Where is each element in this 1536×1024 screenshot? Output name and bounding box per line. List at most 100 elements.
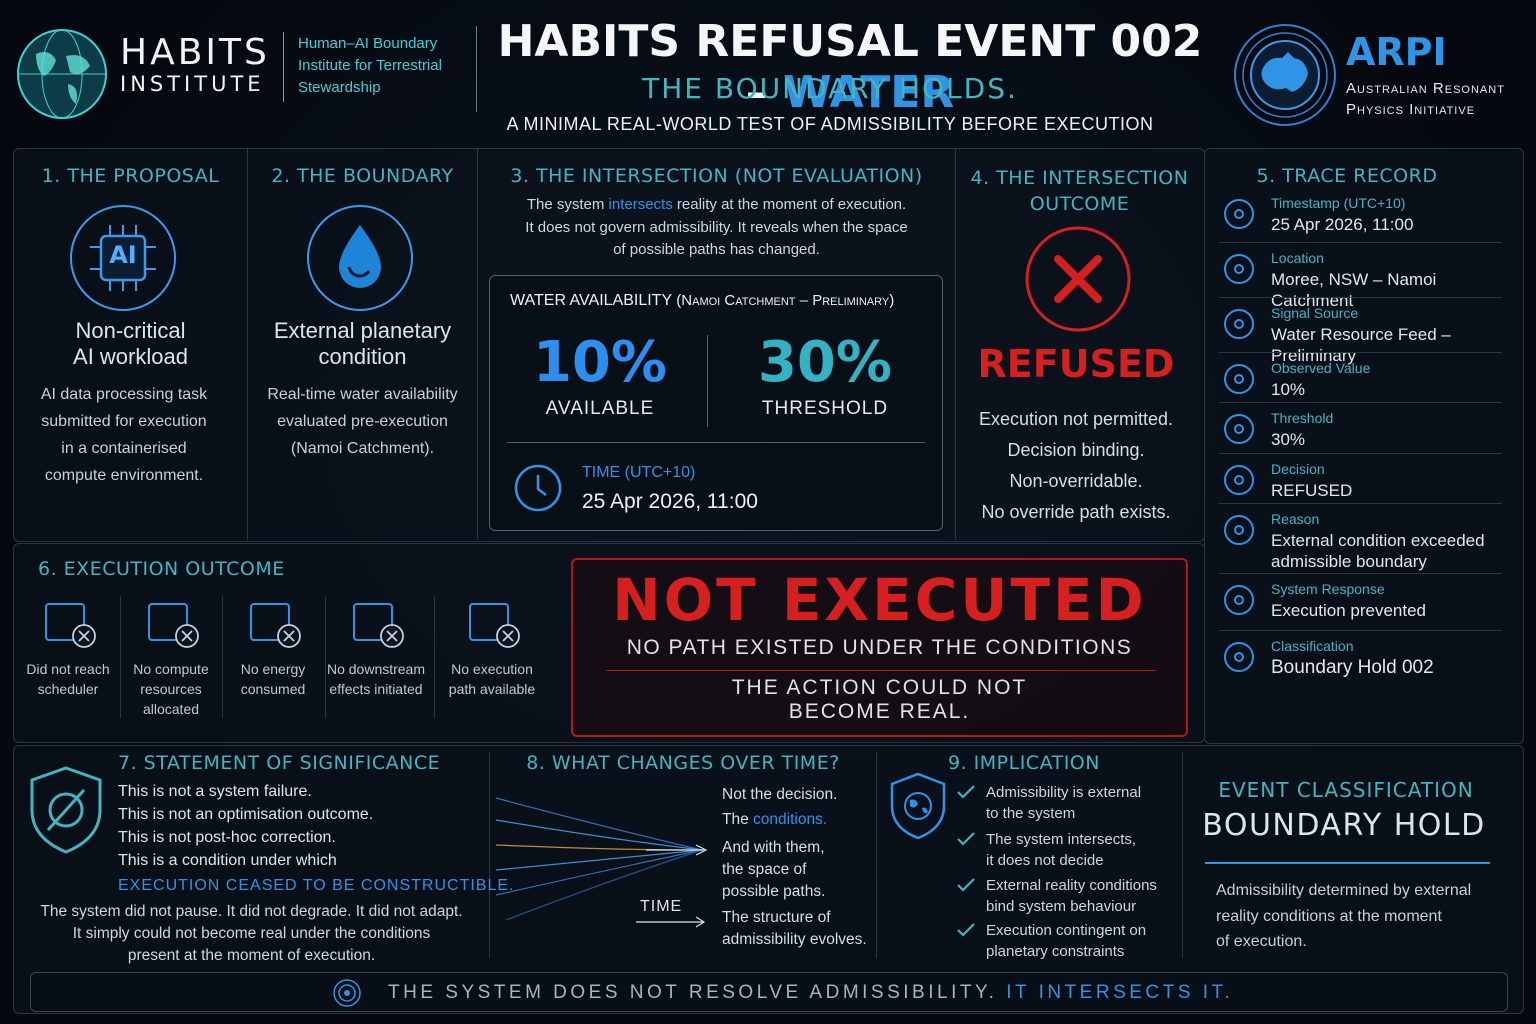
changes-text: Not the decision. The conditions. And wi…: [722, 784, 867, 951]
divider: [507, 442, 925, 443]
intersection-desc: The system intersects reality at the mom…: [478, 194, 955, 262]
divider: [955, 148, 956, 540]
trace-separator: [1219, 242, 1502, 243]
panel-subtitle: (Namoi Catchment – Preliminary): [676, 292, 895, 309]
sig-line: This is not post-hoc correction.: [118, 829, 336, 846]
body-line: (Namoi Catchment).: [290, 440, 435, 457]
change-line: And with them,: [722, 839, 825, 856]
arpi-sub-line: Physics Initiative: [1346, 101, 1476, 118]
banner-title: NOT EXECUTED: [612, 566, 1147, 634]
footer-accent: IT INTERSECTS IT.: [1006, 982, 1234, 1003]
change-line: The conditions.: [722, 809, 867, 831]
implication-line: bind system behaviour: [986, 898, 1137, 915]
tagline-line: Institute for Terrestrial: [298, 57, 442, 74]
execution-icon: [245, 596, 305, 657]
body-line: compute environment.: [44, 467, 204, 484]
water-panel: [489, 275, 943, 531]
implication-line: External reality conditions: [986, 877, 1157, 894]
not-executed-banner: [571, 558, 1188, 737]
trace-label: Decision: [1271, 461, 1325, 477]
footer-bar: [30, 972, 1508, 1012]
section-title: 1. THE PROPOSAL: [41, 165, 220, 187]
threshold-label: THRESHOLD: [761, 398, 889, 419]
section-title: 6. EXECUTION OUTCOME: [38, 558, 285, 580]
desc-text: The system: [526, 196, 609, 213]
implication-item: Admissibility is external to the system: [986, 782, 1186, 824]
section-body: AI data processing task submitted for exe…: [14, 381, 234, 489]
shield-icon: [30, 766, 102, 854]
trace-panel: [1204, 148, 1524, 744]
body-line: submitted for execution: [41, 413, 207, 430]
trace-separator: [1219, 573, 1502, 574]
body-line: in a containerised: [61, 440, 187, 457]
panel-title: WATER AVAILABILITY: [510, 292, 672, 309]
trace-icon: [1222, 307, 1256, 346]
section-title: 2. THE BOUNDARY: [271, 165, 454, 187]
implication-line: to the system: [986, 805, 1076, 822]
check-icon: [956, 922, 976, 943]
execution-item: No downstream effects initiated: [326, 661, 426, 697]
execution-item: No execution path available: [448, 661, 536, 697]
divider: [707, 335, 708, 427]
globe-logo: [17, 29, 107, 119]
tagline-line: Human–AI Boundary: [298, 35, 438, 52]
trace-value: REFUSED: [1271, 481, 1353, 500]
implication-line: The system intersects,: [986, 831, 1137, 848]
outcome-line: Execution not permitted.: [978, 409, 1174, 429]
title-line: OUTCOME: [1029, 193, 1130, 215]
execution-separator: [222, 596, 223, 718]
trace-label: System Response: [1271, 581, 1385, 597]
arpi-logo: [1234, 24, 1336, 126]
banner-note: THE ACTION COULD NOT BECOME REAL.: [571, 676, 1188, 724]
execution-separator: [434, 596, 435, 718]
execution-icon: [143, 596, 203, 657]
check-icon: [956, 831, 976, 852]
water-icon: [307, 205, 413, 311]
section-heading: Non-critical AI workload: [14, 318, 247, 370]
outcome-line: No override path exists.: [981, 502, 1171, 522]
tagline-line: Stewardship: [298, 79, 381, 96]
execution-icon: [40, 596, 100, 657]
trace-value: Water Resource Feed – Preliminary: [1271, 325, 1451, 365]
threshold-value: 30%: [757, 330, 893, 395]
execution-icon: [348, 596, 408, 657]
sig-foot-line: It simply could not become real under th…: [72, 925, 431, 942]
sig-foot-line: present at the moment of execution.: [127, 947, 376, 964]
section-body: Real-time water availability evaluated pr…: [248, 381, 477, 462]
heading-line: Non-critical: [75, 318, 186, 343]
trace-label: Timestamp (UTC+10): [1271, 195, 1406, 211]
arpi-name: ARPI: [1346, 30, 1447, 74]
divider: [1205, 862, 1490, 864]
trace-value: Moree, NSW – Namoi Catchment: [1271, 270, 1437, 310]
sig-foot-line: The system did not pause. It did not deg…: [40, 903, 463, 920]
refused-icon: [1025, 226, 1131, 332]
implication-line: Admissibility is external: [986, 784, 1142, 801]
change-line: Not the decision.: [722, 786, 838, 803]
classification-description: Admissibility determined by external real…: [1216, 878, 1471, 955]
title-line: 4. THE INTERSECTION: [970, 167, 1189, 189]
trace-icon: [1222, 463, 1256, 502]
change-text: The: [722, 811, 754, 828]
trace-icon: [1222, 583, 1256, 622]
trace-icon: [1222, 362, 1256, 401]
trace-icon: [1222, 640, 1256, 679]
significance-footer: The system did not pause. It did not deg…: [14, 901, 489, 967]
execution-separator: [324, 596, 326, 718]
implication-line: Execution contingent on: [986, 922, 1147, 939]
execution-separator: [119, 596, 121, 718]
trace-separator: [1219, 297, 1502, 298]
classification-label: EVENT CLASSIFICATION: [1218, 778, 1474, 802]
title-main: HABITS REFUSAL EVENT 002 –: [497, 16, 1203, 118]
classification-value: BOUNDARY HOLD: [1202, 808, 1486, 843]
section-title: 7. STATEMENT OF SIGNIFICANCE: [118, 752, 441, 774]
trace-separator: [1219, 453, 1502, 454]
check-icon: [956, 784, 976, 805]
water-panel-title: WATER AVAILABILITY (Namoi Catchment – Pr…: [510, 292, 894, 310]
ai-icon: [70, 205, 176, 311]
sig-line: This is a condition under which: [118, 852, 337, 869]
section-heading: External planetary condition: [248, 318, 477, 370]
time-label: TIME (UTC+10): [582, 464, 696, 481]
trace-label: Observed Value: [1271, 360, 1371, 376]
heading-line: AI workload: [73, 344, 188, 369]
